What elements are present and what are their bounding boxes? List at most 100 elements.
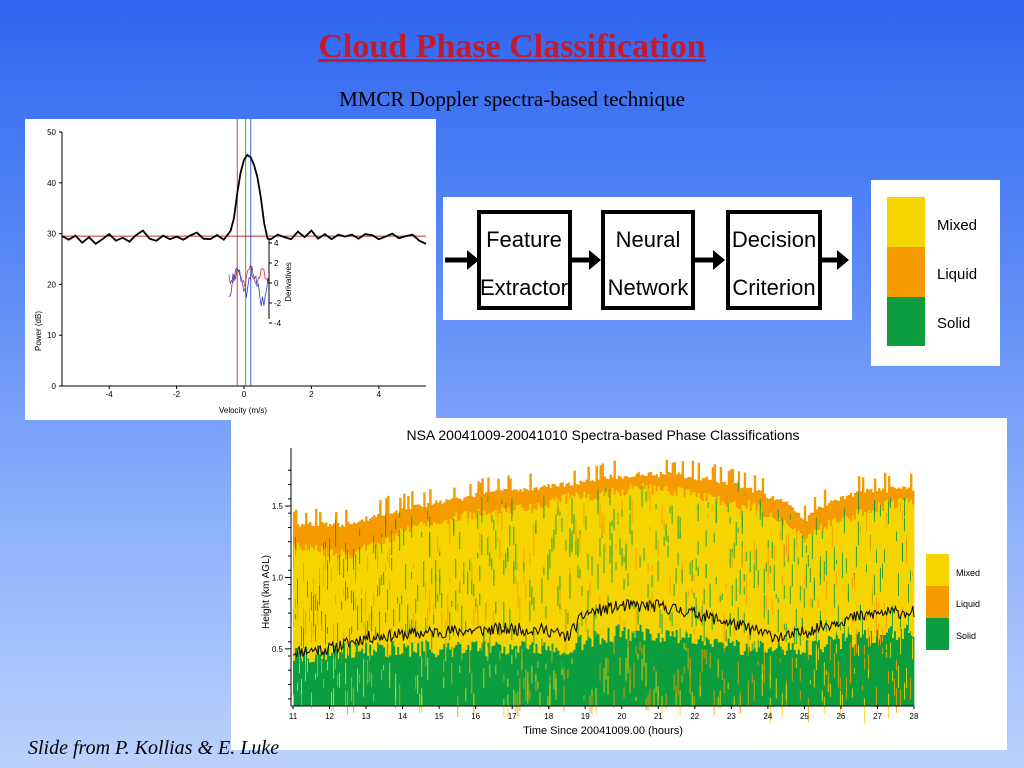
phase-speckle: [347, 691, 349, 715]
phase-speckle: [635, 605, 637, 631]
solid-column: [843, 640, 847, 706]
phase-speckle: [539, 692, 541, 709]
liquid-column: [665, 459, 668, 486]
solid-column: [449, 649, 452, 706]
solid-column: [351, 657, 354, 706]
solid-column: [849, 635, 853, 706]
phase-speckle: [509, 525, 511, 546]
phase-speckle: [495, 664, 497, 675]
mixed-column: [653, 485, 656, 641]
phase-speckle: [487, 646, 489, 661]
phase-speckle: [623, 620, 625, 627]
mixed-column: [523, 510, 526, 642]
liquid-column: [759, 490, 763, 509]
mixed-column: [395, 533, 398, 655]
phase-speckle: [395, 689, 397, 709]
liquid-column: [767, 499, 771, 518]
mixed-column: [543, 506, 546, 643]
phase-speckle: [439, 551, 441, 556]
liquid-column: [895, 488, 899, 508]
mixed-column: [537, 503, 540, 653]
phase-speckle: [573, 514, 575, 523]
liquid-column: [533, 487, 536, 509]
liquid-column: [415, 504, 418, 527]
phase-speckle: [763, 648, 765, 669]
phase-classification-panel: NSA 20041009-20041010 Spectra-based Phas…: [231, 418, 1007, 750]
mixed-column: [909, 499, 913, 636]
phase-speckle: [665, 693, 667, 709]
mixed-column: [779, 521, 783, 647]
phase-speckle: [647, 694, 649, 711]
mixed-column: [681, 488, 685, 638]
mixed-column: [597, 500, 600, 635]
mixed-column: [337, 558, 340, 659]
phase-speckle: [473, 584, 475, 597]
phase-speckle: [763, 568, 765, 594]
phase-speckle: [605, 658, 607, 680]
phase-speckle: [579, 534, 581, 553]
solid-column: [639, 624, 642, 706]
legend-swatch-liquid: [887, 247, 925, 297]
solid-column: [719, 642, 723, 706]
phase-speckle: [719, 487, 721, 497]
phase-speckle: [415, 675, 417, 689]
phase-speckle: [533, 537, 535, 556]
liquid-column: [839, 496, 843, 522]
solid-column: [325, 659, 328, 706]
phase-speckle: [451, 600, 453, 607]
phase-speckle: [719, 690, 721, 709]
solid-column: [531, 642, 534, 706]
classification-y-tick-label: 1.0: [272, 573, 284, 582]
phase-speckle: [647, 583, 649, 599]
solid-column: [595, 632, 598, 706]
phase-speckle: [675, 568, 677, 584]
liquid-column: [363, 521, 366, 545]
solid-column: [789, 649, 793, 706]
mixed-column: [347, 552, 350, 656]
solid-column: [379, 644, 382, 706]
solid-column: [907, 632, 911, 706]
mixed-column: [795, 531, 799, 655]
solid-column: [693, 643, 697, 706]
phase-speckle: [807, 697, 809, 723]
mixed-column: [631, 489, 634, 633]
phase-speckle: [293, 694, 294, 708]
solid-column: [583, 644, 586, 706]
mixed-column: [459, 519, 462, 644]
liquid-column: [731, 468, 735, 503]
phase-speckle: [753, 640, 755, 662]
phase-speckle: [323, 678, 325, 688]
phase-speckle: [691, 605, 693, 627]
derivatives-tick-label: 0: [274, 279, 279, 288]
mixed-column: [307, 549, 310, 659]
solid-column: [643, 640, 646, 706]
liquid-column: [343, 526, 346, 552]
mixed-column: [335, 553, 338, 649]
mixed-column: [441, 523, 444, 650]
phase-speckle: [893, 631, 895, 651]
liquid-column: [867, 489, 871, 511]
phase-speckle: [663, 520, 665, 530]
liquid-column: [523, 488, 526, 511]
phase-speckle: [567, 669, 569, 679]
mixed-column: [313, 549, 316, 662]
solid-column: [689, 633, 693, 706]
mixed-column: [667, 491, 670, 631]
spectrum-y-tick-label: 20: [47, 280, 56, 289]
phase-speckle: [801, 617, 803, 626]
mixed-column: [527, 510, 530, 650]
mixed-column: [371, 542, 374, 656]
solid-column: [431, 652, 434, 706]
solid-column: [773, 650, 777, 706]
phase-speckle: [649, 491, 651, 510]
liquid-column: [655, 474, 658, 492]
solid-column: [411, 642, 414, 706]
phase-speckle: [671, 505, 673, 524]
liquid-column: [785, 501, 789, 524]
solid-column: [589, 638, 592, 706]
phase-speckle: [485, 639, 487, 645]
liquid-column: [551, 484, 554, 499]
phase-speckle: [881, 648, 883, 655]
phase-speckle: [753, 541, 755, 566]
liquid-column: [717, 483, 721, 497]
